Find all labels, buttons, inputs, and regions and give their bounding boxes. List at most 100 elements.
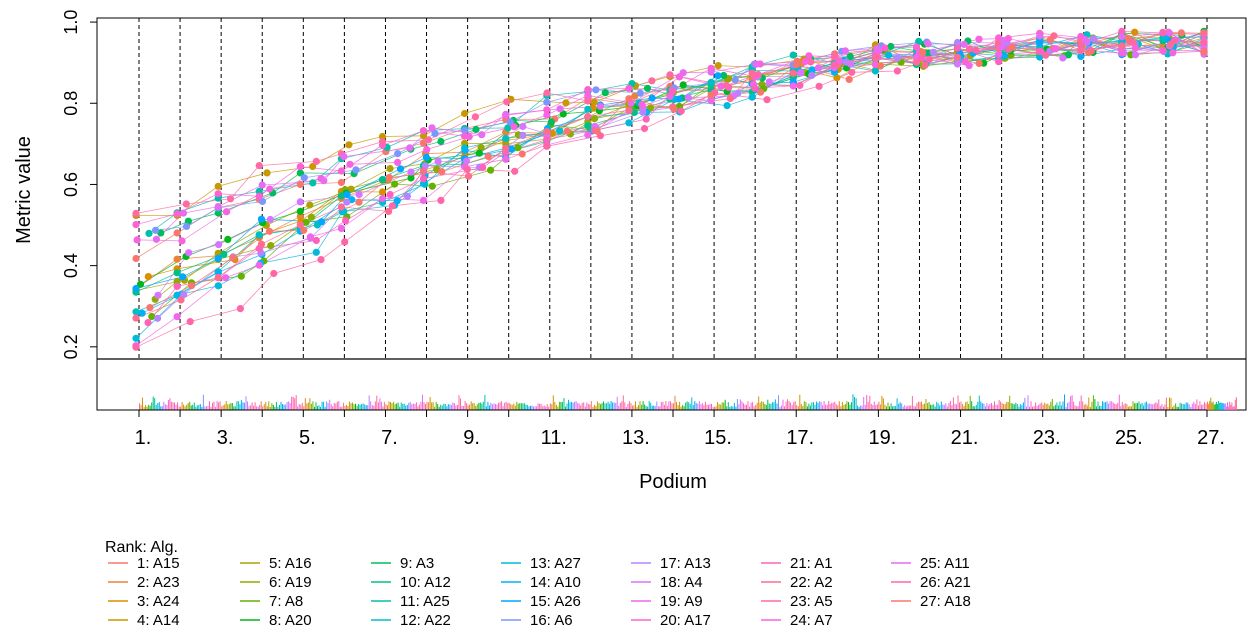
rank-bar <box>762 401 764 410</box>
rank-bar <box>373 405 375 410</box>
data-point <box>789 69 797 77</box>
rank-bar <box>802 406 804 410</box>
rank-bar <box>473 403 475 410</box>
rank-bar <box>563 398 565 410</box>
rank-bar <box>872 405 874 410</box>
rank-bar <box>415 402 417 410</box>
x-tick-label: 19. <box>868 427 896 449</box>
rank-bar <box>379 398 381 410</box>
data-point <box>995 34 1003 42</box>
rank-bar <box>1205 403 1207 410</box>
rank-bar <box>857 405 859 410</box>
data-point <box>406 144 414 152</box>
rank-bar <box>283 404 285 410</box>
data-point <box>1077 47 1085 55</box>
rank-bar <box>245 396 247 410</box>
rank-bar <box>443 403 445 410</box>
rank-bar <box>753 406 755 410</box>
rank-bar <box>723 402 725 410</box>
data-point <box>643 84 652 92</box>
rank-bar <box>618 405 620 410</box>
rank-bar <box>1144 402 1146 410</box>
data-point <box>1159 47 1167 55</box>
rank-bar <box>846 401 848 410</box>
data-point <box>518 150 526 158</box>
rank-bar <box>1108 403 1110 410</box>
data-point <box>136 280 145 288</box>
data-point <box>707 91 715 99</box>
rank-bar <box>1225 406 1227 410</box>
rank-bar <box>1095 406 1097 410</box>
data-point <box>317 256 325 264</box>
rank-bar <box>779 407 781 410</box>
rank-bar <box>181 402 183 410</box>
series-line <box>140 30 1205 285</box>
data-point <box>144 319 152 327</box>
rank-bar <box>345 404 347 410</box>
rank-bar <box>1039 403 1041 410</box>
data-point <box>431 130 439 138</box>
rank-bar <box>927 403 929 410</box>
data-point <box>220 250 228 258</box>
legend-item-label: 23: A5 <box>790 593 833 610</box>
rank-bar <box>651 405 653 410</box>
rank-bar <box>983 403 985 410</box>
data-point <box>1131 28 1139 36</box>
rank-bar <box>542 406 544 410</box>
rank-bar <box>492 404 493 410</box>
rank-bar <box>823 401 825 410</box>
rank-bar <box>355 403 356 410</box>
data-point <box>479 163 487 172</box>
rank-bar <box>960 401 962 410</box>
rank-bar <box>555 404 557 410</box>
rank-bar <box>277 407 279 410</box>
rank-bar <box>1153 403 1155 410</box>
rank-bar <box>814 404 816 410</box>
data-point <box>1000 52 1009 60</box>
rank-bar <box>1129 406 1131 410</box>
rank-bar <box>677 405 679 410</box>
rank-bar <box>921 401 922 410</box>
rank-bar <box>1062 401 1064 410</box>
rank-bar <box>446 406 448 410</box>
rank-bar <box>467 405 469 410</box>
rank-bar <box>986 402 988 410</box>
rank-bar <box>453 403 455 410</box>
rank-bar <box>654 406 656 410</box>
rank-bar <box>756 402 758 410</box>
x-tick-label: 13. <box>622 427 650 449</box>
rank-bar <box>698 401 700 410</box>
rank-bar <box>383 401 385 410</box>
rank-bar <box>666 405 668 410</box>
data-point <box>631 92 639 100</box>
rank-bar <box>674 395 676 410</box>
y-tick-label: 0.4 <box>61 253 81 278</box>
data-point <box>960 40 968 49</box>
data-point <box>846 52 854 61</box>
rank-bar <box>568 399 569 410</box>
rank-bar <box>1106 401 1108 410</box>
data-point <box>306 201 314 209</box>
rank-bar <box>892 406 894 410</box>
rank-bar <box>1194 403 1196 410</box>
data-point <box>179 209 187 217</box>
rank-bar <box>514 405 516 410</box>
rank-bar <box>835 404 837 410</box>
rank-bar <box>464 401 466 410</box>
rank-bar <box>916 403 918 410</box>
legend-item-label: 8: A20 <box>269 612 312 629</box>
rank-bar <box>499 402 501 410</box>
data-point <box>915 37 923 46</box>
rank-bar <box>1218 401 1220 410</box>
rank-bar <box>303 406 305 410</box>
data-point <box>214 190 222 198</box>
rank-bar <box>899 402 901 410</box>
rank-bar <box>1167 407 1169 410</box>
rank-bar <box>592 406 594 410</box>
data-point <box>152 226 160 234</box>
data-point <box>881 44 889 52</box>
rank-bar <box>1130 406 1132 410</box>
series-line <box>160 32 1205 234</box>
rank-bar <box>759 402 761 410</box>
rank-bar <box>552 395 554 410</box>
